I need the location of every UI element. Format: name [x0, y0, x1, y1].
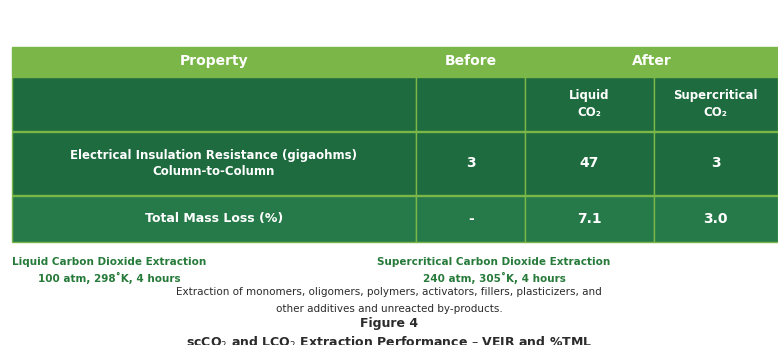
Bar [525, 196, 654, 242]
Bar [12, 132, 416, 195]
Bar [654, 196, 778, 242]
Text: After: After [632, 54, 671, 68]
Text: 3: 3 [711, 156, 720, 170]
Text: Supercritical
CO₂: Supercritical CO₂ [674, 89, 758, 119]
Bar [416, 47, 525, 76]
Text: scCO$_2$ and LCO$_2$ Extraction Performance – VEIR and %TML: scCO$_2$ and LCO$_2$ Extraction Performa… [186, 335, 592, 345]
Bar [416, 132, 525, 195]
Bar [416, 77, 525, 131]
Text: Liquid
CO₂: Liquid CO₂ [569, 89, 610, 119]
Text: Liquid Carbon Dioxide Extraction: Liquid Carbon Dioxide Extraction [12, 257, 206, 267]
Bar [525, 77, 654, 131]
Text: Before: Before [445, 54, 496, 68]
Bar [12, 77, 416, 131]
Text: -: - [468, 211, 474, 226]
Text: Supercritical Carbon Dioxide Extraction: Supercritical Carbon Dioxide Extraction [377, 257, 611, 267]
Bar [416, 196, 525, 242]
Text: Property: Property [180, 54, 248, 68]
Text: Electrical Insulation Resistance (gigaohms)
Column-to-Column: Electrical Insulation Resistance (gigaoh… [71, 149, 357, 178]
Text: 240 atm, 305˚K, 4 hours: 240 atm, 305˚K, 4 hours [422, 272, 566, 284]
Text: 7.1: 7.1 [577, 211, 601, 226]
Text: Figure 4: Figure 4 [360, 317, 418, 330]
Text: Extraction of monomers, oligomers, polymers, activators, fillers, plasticizers, : Extraction of monomers, oligomers, polym… [176, 287, 602, 297]
Bar [12, 196, 416, 242]
Bar [12, 47, 416, 76]
Text: Total Mass Loss (%): Total Mass Loss (%) [145, 212, 283, 225]
Bar [525, 132, 654, 195]
Text: 100 atm, 298˚K, 4 hours: 100 atm, 298˚K, 4 hours [37, 272, 180, 284]
Bar [654, 77, 778, 131]
Bar [525, 47, 778, 76]
Bar [654, 132, 778, 195]
Text: other additives and unreacted by-products.: other additives and unreacted by-product… [275, 304, 503, 314]
Text: 3: 3 [466, 156, 475, 170]
Text: 47: 47 [580, 156, 599, 170]
Text: 3.0: 3.0 [703, 211, 728, 226]
